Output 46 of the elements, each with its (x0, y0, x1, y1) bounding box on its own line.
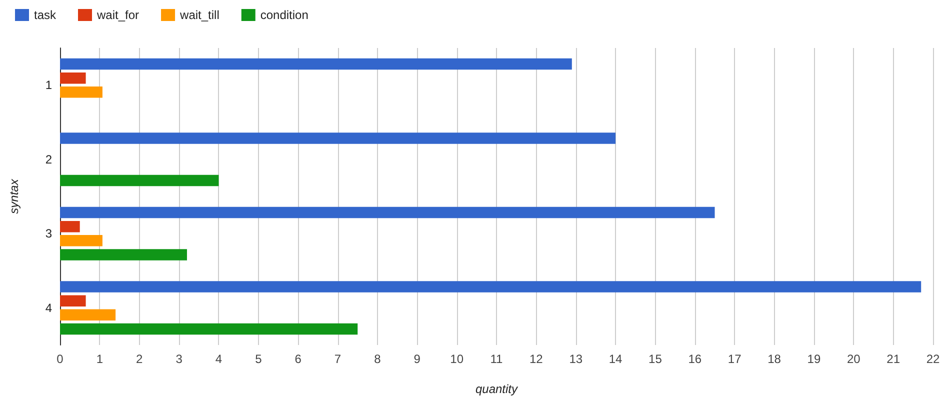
x-tick-label: 8 (374, 352, 382, 366)
bar (60, 86, 102, 98)
x-tick-label: 0 (56, 352, 64, 366)
bar (60, 174, 219, 186)
x-tick-label: 6 (294, 352, 302, 366)
bar (60, 206, 715, 218)
x-tick-label: 21 (886, 352, 900, 366)
x-tick-label: 15 (648, 352, 662, 366)
bar (60, 281, 922, 292)
x-tick-label: 14 (608, 352, 623, 366)
x-tick-label: 10 (450, 352, 464, 366)
y-tick-label: 2 (45, 152, 52, 166)
x-tick-label: 4 (215, 352, 222, 366)
x-axis-title: quantity (475, 382, 519, 396)
x-tick-label: 9 (414, 352, 421, 366)
legend-label: wait_till (179, 8, 220, 22)
legend-label: task (34, 8, 58, 22)
x-tick-label: 7 (334, 352, 342, 366)
bar (60, 132, 616, 144)
x-tick-label: 18 (768, 352, 782, 366)
y-tick-label: 3 (45, 226, 52, 241)
bar (60, 309, 116, 321)
x-tick-label: 22 (926, 352, 940, 366)
y-tick-label: 4 (45, 300, 52, 315)
y-axis-title: syntax (7, 178, 21, 214)
x-tick-label: 2 (136, 352, 144, 366)
bar (60, 220, 80, 232)
x-tick-label: 11 (490, 352, 504, 366)
x-tick-label: 16 (688, 352, 702, 366)
bar (60, 295, 86, 306)
bar (60, 235, 102, 246)
bar (60, 58, 572, 70)
x-tick-label: 5 (255, 352, 262, 366)
bar (60, 72, 86, 84)
x-tick-label: 3 (176, 352, 183, 366)
x-tick-label: 20 (846, 352, 861, 366)
legend-label: wait_for (96, 8, 140, 22)
legend-label: condition (260, 8, 308, 22)
x-tick-label: 19 (807, 352, 821, 366)
x-tick-label: 1 (96, 352, 104, 366)
y-tick-label: 1 (45, 78, 52, 92)
x-tick-label: 12 (530, 352, 544, 366)
bar (60, 323, 358, 335)
x-tick-label: 13 (569, 352, 583, 366)
x-tick-label: 17 (728, 352, 742, 366)
bar (60, 249, 187, 260)
